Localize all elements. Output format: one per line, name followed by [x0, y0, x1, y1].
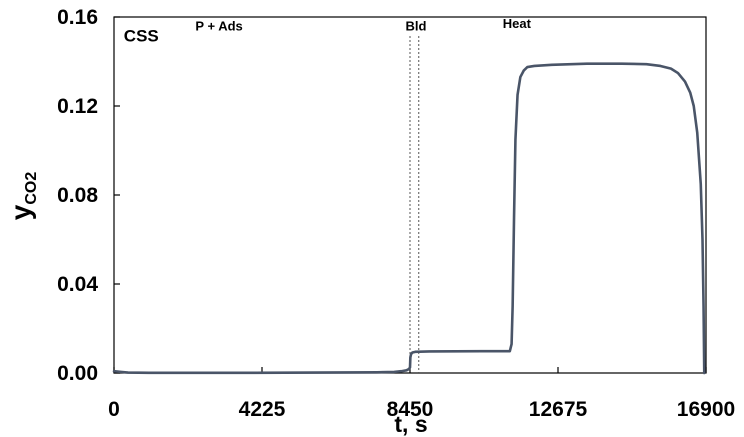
y-tick-label: 0.04: [57, 273, 98, 296]
x-axis-title: t, s: [394, 411, 427, 437]
y-tick-label: 0.16: [57, 6, 98, 29]
x-tick-label: 12675: [529, 398, 588, 421]
x-tick-label: 8450: [387, 398, 434, 421]
x-tick-label: 4225: [239, 398, 286, 421]
annotation-css: CSS: [124, 26, 159, 45]
series-line: [112, 62, 706, 375]
y-axis-title-subscript: CO2: [23, 172, 40, 205]
y-tick-label: 0.00: [57, 362, 98, 385]
y-axis-title-main: y: [5, 204, 36, 220]
x-tick-label: 16900: [677, 398, 735, 421]
axis-ticks: [113, 16, 707, 374]
y-tick-label: 0.08: [57, 184, 98, 207]
plot-frame: [113, 16, 707, 374]
y-tick-label: 0.12: [57, 95, 98, 118]
annotation-heat: Heat: [503, 16, 532, 31]
tick-labels: 0 4225 8450 12675 16900 0.00 0.04 0.08 0.12 0.16: [57, 6, 735, 421]
phase-lines: [409, 36, 420, 373]
y-axis-title: yCO2: [5, 172, 40, 221]
x-tick-label: 0: [108, 398, 120, 421]
annotation-bld: Bld: [405, 18, 426, 33]
annotation-p-ads: P + Ads: [195, 18, 242, 33]
annotations: CSS P + Ads Bld Heat: [124, 16, 532, 45]
